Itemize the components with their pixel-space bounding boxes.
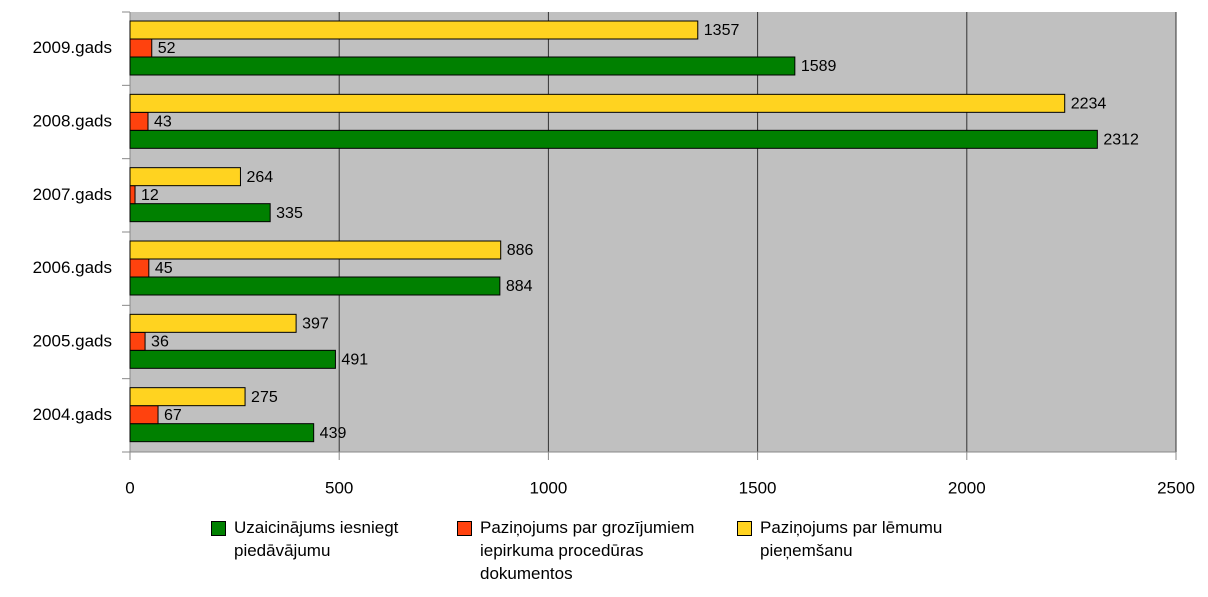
bar [129,349,336,369]
bar [129,167,241,187]
y-tick-label: 2004.gads [33,405,112,424]
data-label: 45 [155,260,173,277]
bar [129,129,1098,149]
x-tick-label: 2500 [1157,478,1195,497]
data-label: 439 [320,425,347,442]
bar [129,56,796,76]
data-label: 43 [154,114,172,131]
legend-label: Paziņojums par grozījumiem iepirkuma pro… [480,518,695,583]
data-label: 491 [341,352,368,369]
y-tick-label: 2008.gads [33,111,112,130]
data-label: 12 [141,187,159,204]
bar [129,313,297,333]
data-label: 275 [251,389,278,406]
legend-swatch [737,521,752,536]
x-tick-label: 1000 [529,478,567,497]
bar [129,276,501,296]
data-label: 264 [246,169,273,186]
data-label: 1357 [704,22,740,39]
y-tick-label: 2007.gads [33,185,112,204]
legend-swatch [457,521,472,536]
data-label: 335 [276,205,303,222]
bar [129,258,150,278]
data-label: 36 [151,334,169,351]
plot-area [130,12,1176,452]
bar [129,93,1066,113]
data-label: 67 [164,407,182,424]
bar [129,20,699,40]
y-tick-label: 2005.gads [33,331,112,350]
bar [129,423,315,443]
bar [129,331,146,351]
legend-swatch [211,521,226,536]
bar [129,38,153,58]
legend-label: Uzaicinājums iesniegt piedāvājumu [234,518,399,560]
legend-item: Paziņojums par lēmumu pieņemšanu [737,516,977,562]
data-label: 1589 [801,58,837,75]
bar [129,185,136,205]
bar [129,240,502,260]
data-label: 397 [302,316,329,333]
x-tick-label: 0 [125,478,134,497]
y-tick-label: 2006.gads [33,258,112,277]
bar [129,203,271,223]
x-tick-label: 1500 [739,478,777,497]
y-tick-label: 2009.gads [33,38,112,57]
bar [129,111,149,131]
bar [129,387,246,407]
data-label: 2234 [1071,96,1107,113]
legend-item: Paziņojums par grozījumiem iepirkuma pro… [457,516,702,585]
legend-item: Uzaicinājums iesniegt piedāvājumu [211,516,431,562]
bar [129,405,159,425]
x-tick-label: 500 [325,478,353,497]
data-label: 52 [158,40,176,57]
data-label: 2312 [1103,132,1139,149]
data-label: 884 [506,278,533,295]
x-tick-label: 2000 [948,478,986,497]
data-label: 886 [507,242,534,259]
legend-label: Paziņojums par lēmumu pieņemšanu [760,518,943,560]
